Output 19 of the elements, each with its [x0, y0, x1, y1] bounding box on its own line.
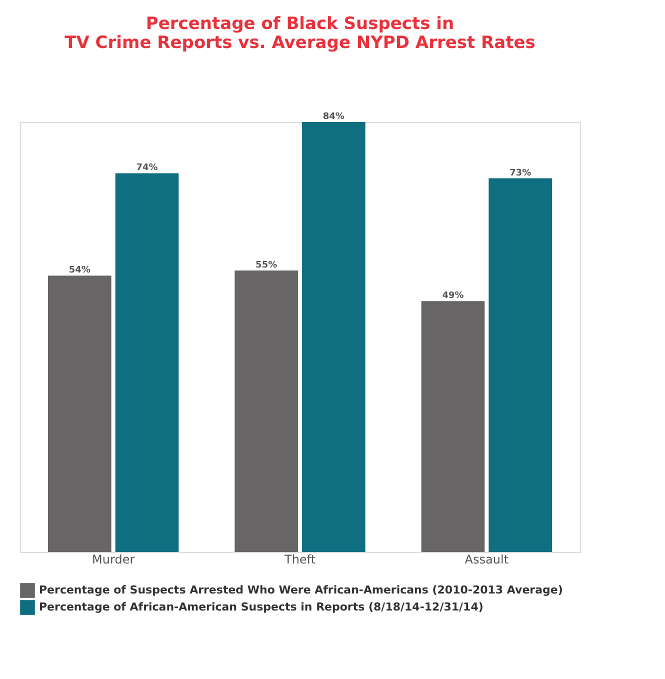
bar [488, 178, 552, 552]
bar [234, 270, 298, 552]
x-tick-label: Theft [283, 552, 316, 566]
bar [302, 122, 366, 552]
legend-label: Percentage of Suspects Arrested Who Were African-Americans (2010-2013 Average) [39, 584, 563, 596]
bar [115, 173, 179, 552]
x-tick-label: Assault [464, 552, 509, 566]
text: TV Crime Reports vs. Average NYPD Arrest Rates [64, 33, 536, 53]
data-label: 73% [510, 168, 532, 178]
data-label: 84% [322, 112, 344, 122]
legend-label: Percentage of African-American Suspects in Reports (8/18/14-12/31/14) [39, 600, 484, 614]
data-label: 54% [68, 266, 90, 276]
bar [421, 301, 485, 552]
data-label: 74% [136, 163, 158, 174]
x-tick-label: Murder [92, 552, 135, 566]
data-label: 49% [442, 291, 464, 302]
bar [48, 276, 112, 552]
text: Percentage of Black Suspects in [146, 14, 454, 34]
data-label: 55% [256, 260, 278, 270]
